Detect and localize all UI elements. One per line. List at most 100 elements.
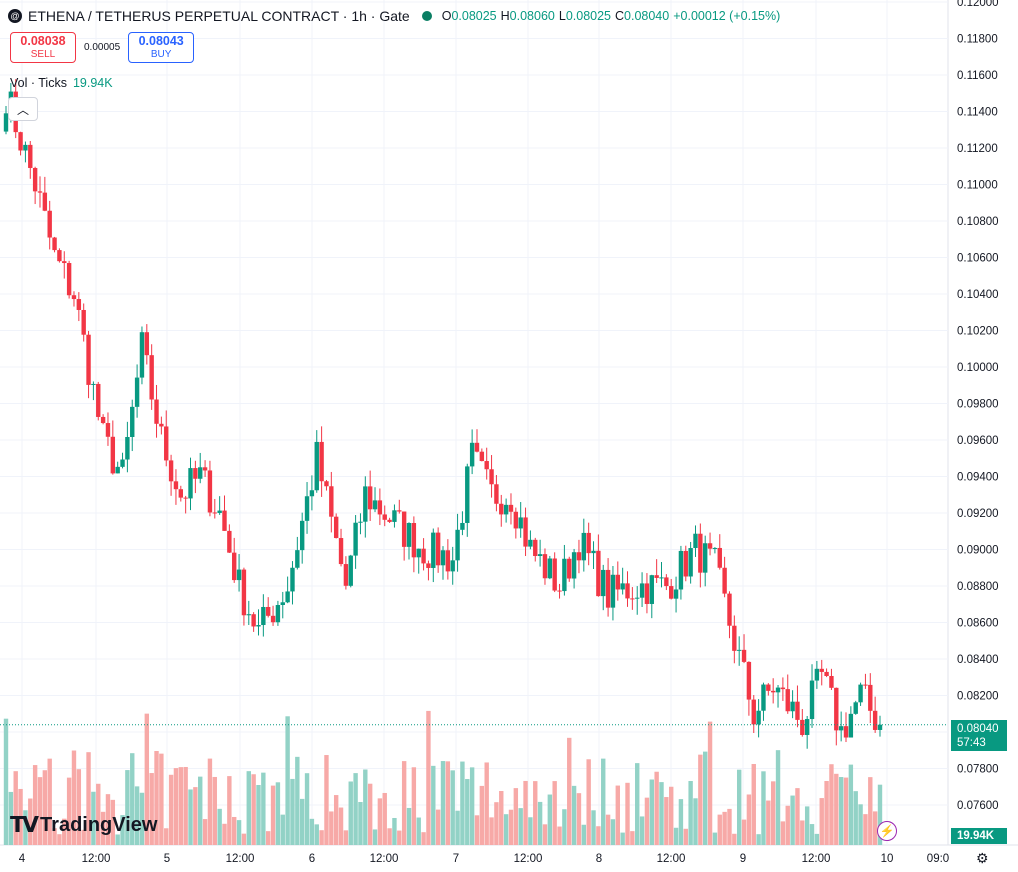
volume-bar: [416, 817, 421, 845]
candle-body: [533, 539, 538, 557]
volume-bar: [877, 784, 883, 845]
volume-bar: [722, 811, 727, 845]
candle-body: [91, 383, 96, 385]
candle-body: [503, 504, 509, 515]
candle-body: [605, 569, 611, 608]
volume-bar: [819, 798, 824, 845]
candle-body: [183, 497, 188, 499]
volume-bar: [669, 786, 674, 845]
volume-bar: [469, 767, 475, 845]
tradingview-logo[interactable]: 𝗧𝗩 TradingView: [10, 812, 158, 838]
volume-bar: [445, 761, 451, 845]
volume-bar: [198, 776, 203, 845]
volume-bar: [508, 809, 514, 845]
candle-body: [455, 529, 460, 561]
volume-bar: [736, 769, 742, 845]
candle-body: [110, 436, 116, 474]
candle-body: [469, 442, 475, 467]
time-tick-label: 12:00: [514, 853, 543, 865]
candle-body: [256, 625, 261, 627]
volume-bar: [178, 767, 183, 845]
volume-legend[interactable]: Vol · Ticks 19.94K: [10, 76, 113, 90]
candle-body: [804, 719, 810, 735]
candle-body: [659, 577, 664, 579]
price-tick-label: 0.11000: [957, 180, 998, 192]
candle-body: [615, 574, 620, 590]
candle-body: [581, 532, 587, 561]
sell-price: 0.08038: [20, 33, 66, 48]
price-tick-label: 0.11800: [957, 34, 998, 46]
sell-button[interactable]: 0.08038 SELL: [10, 32, 76, 63]
collapse-legend-button[interactable]: ︿: [8, 97, 38, 121]
volume-bar: [343, 830, 349, 845]
volume-bar: [790, 795, 795, 845]
candle-body: [251, 614, 256, 627]
candle-body: [819, 668, 824, 672]
candle-body: [877, 724, 883, 730]
time-axis[interactable]: 4 12:00 5 12:00 6 12:00 7 12:00 8 12:00 9 12:00 10 09…: [19, 853, 949, 865]
volume-bar: [547, 794, 553, 845]
bar-countdown: 57:43: [957, 737, 986, 749]
volume-bar: [183, 766, 188, 845]
price-tick-label: 0.10400: [957, 289, 999, 301]
volume-bar: [635, 763, 640, 845]
candle-body: [164, 426, 169, 461]
ohlc-values: O0.08025 H0.08060 L0.08025 C0.08040 +0.00012…: [442, 9, 785, 23]
volume-bar: [596, 826, 601, 845]
candle-body: [450, 560, 455, 572]
volume-bar: [324, 755, 329, 845]
candle-body: [3, 113, 9, 132]
volume-bar: [115, 834, 120, 845]
volume-bar: [319, 830, 324, 845]
volume-bar: [460, 761, 465, 845]
time-tick-label: 9: [740, 853, 746, 865]
candle-body: [601, 569, 606, 597]
candle-body: [149, 355, 154, 400]
flash-icon[interactable]: ⚡: [877, 821, 897, 841]
symbol-title[interactable]: ETHENA / TETHERUS PERPETUAL CONTRACT · 1…: [28, 8, 410, 24]
volume-bar: [688, 781, 693, 845]
settings-icon[interactable]: ⚙: [976, 850, 989, 866]
volume-bar: [465, 779, 470, 845]
volume-bar: [251, 774, 256, 845]
candle-body: [42, 192, 48, 211]
candle-body: [736, 649, 742, 651]
candle-body: [445, 550, 451, 572]
volume-bar: [683, 828, 688, 845]
candle-body: [290, 567, 295, 592]
volume-bar: [266, 831, 271, 845]
volume-bar: [484, 762, 489, 845]
volume-bar: [499, 791, 504, 845]
time-tick-label: 6: [309, 853, 315, 865]
candle-body: [217, 510, 222, 513]
candle-body: [780, 687, 786, 690]
volume-bar: [275, 782, 281, 845]
candle-body: [333, 516, 339, 539]
time-tick-label: 10: [881, 853, 894, 865]
volume-bar: [717, 814, 722, 845]
candle-body: [732, 625, 737, 651]
volume-bar: [868, 777, 873, 845]
close-value: 0.08040: [624, 9, 670, 23]
buy-button[interactable]: 0.08043 BUY: [128, 32, 195, 63]
volume-bar: [52, 828, 57, 845]
volume-bar: [236, 820, 242, 845]
last-price-value: 0.08040: [957, 723, 999, 735]
candle-body: [28, 144, 33, 168]
volume-bar: [372, 829, 378, 845]
candle-body: [227, 530, 232, 553]
candle-body: [717, 547, 722, 568]
price-tick-label: 0.09400: [957, 472, 999, 484]
candle-body: [484, 461, 489, 470]
volume-bar: [188, 789, 193, 845]
candle-body: [746, 661, 752, 700]
volume-bar: [455, 810, 460, 845]
candle-body: [319, 441, 324, 482]
price-axis[interactable]: 0.12000 0.11800 0.11600 0.11400 0.11200 0.110…: [957, 0, 999, 812]
volume-bar: [751, 763, 756, 845]
volume-bar: [440, 761, 446, 845]
candle-body: [338, 538, 344, 565]
candle-body: [295, 550, 300, 568]
candle-body: [722, 567, 727, 594]
